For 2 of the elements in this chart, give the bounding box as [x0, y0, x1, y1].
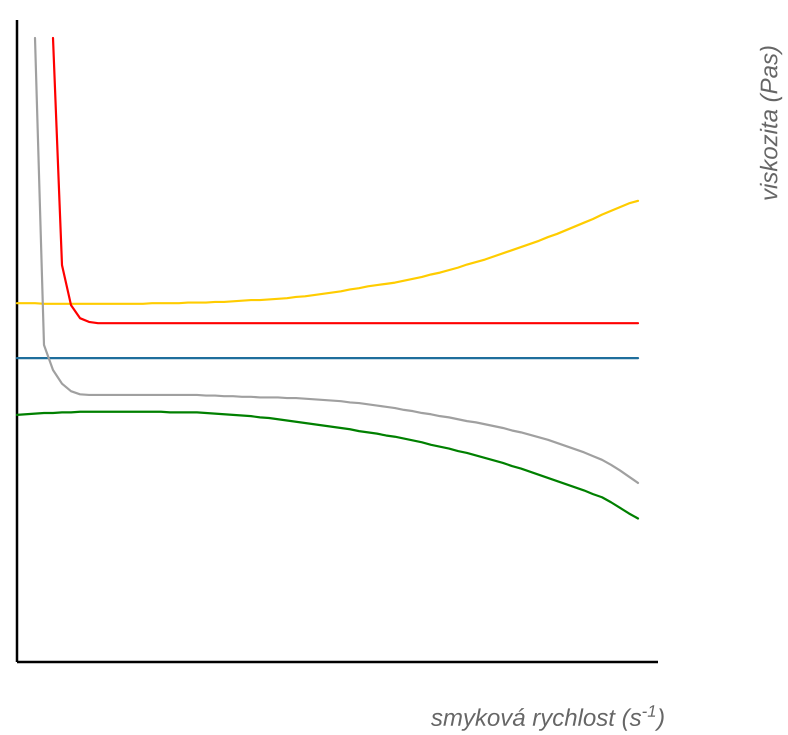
x-axis-title: smyková rychlost (s$^{-1}$) — [431, 705, 664, 731]
text: viskozita (Pas) — [760, 46, 782, 200]
